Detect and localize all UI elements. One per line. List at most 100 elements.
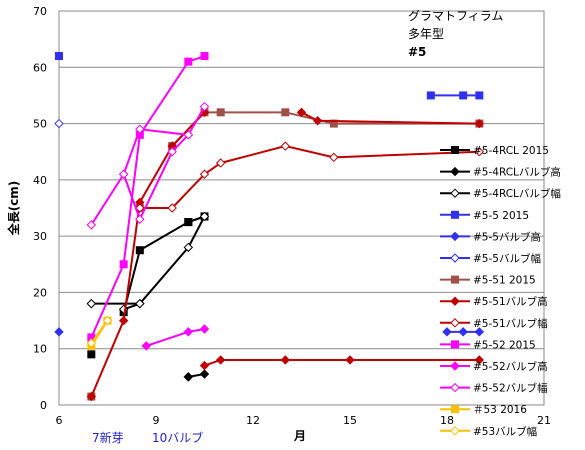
data-point xyxy=(135,214,145,224)
legend-marker xyxy=(451,340,459,349)
legend-marker xyxy=(450,361,460,371)
series-11 xyxy=(141,324,210,351)
x-tick-label: 15 xyxy=(343,414,357,427)
legend-label: #5-4RCL 2015 xyxy=(473,145,549,157)
y-tick-label: 10 xyxy=(33,343,47,356)
series-line xyxy=(90,319,109,344)
legend-label: #5-4RCLバルブ高 xyxy=(473,166,561,179)
data-point xyxy=(345,355,355,365)
y-tick-label: 60 xyxy=(33,61,47,74)
data-point xyxy=(199,360,210,371)
data-point xyxy=(135,203,145,213)
data-point xyxy=(474,118,485,129)
data-point xyxy=(54,118,64,129)
data-point xyxy=(183,372,194,382)
data-point xyxy=(119,260,128,269)
data-point xyxy=(141,341,152,351)
data-point xyxy=(281,108,290,117)
legend-label: #5-5バルブ幅 xyxy=(473,252,541,265)
footnote-new-bud: 7新芽 xyxy=(92,430,124,445)
y-axis-title: 全長(cm) xyxy=(6,181,21,237)
x-tick-label: 21 xyxy=(537,414,551,427)
legend: #5-4RCL 2015 #5-4RCLバルブ高 #5-4RCLバルブ幅 #5-5 2… xyxy=(440,145,561,438)
data-point xyxy=(54,327,64,337)
series-14 xyxy=(86,315,113,348)
data-point xyxy=(183,327,194,337)
annotation-id: #5 xyxy=(408,45,426,59)
data-point xyxy=(167,203,177,213)
legend-marker xyxy=(450,166,460,177)
data-point xyxy=(86,220,97,230)
y-tick-label: 30 xyxy=(33,230,47,243)
y-tick-label: 70 xyxy=(33,5,47,18)
data-point xyxy=(183,242,194,253)
annotation-title: グラマトフィラム xyxy=(408,9,503,23)
data-point xyxy=(199,324,210,334)
data-point xyxy=(216,108,225,117)
series-9 xyxy=(135,141,485,213)
data-point xyxy=(86,391,97,402)
y-tick-label: 0 xyxy=(40,399,47,412)
data-point xyxy=(199,369,210,379)
series-10 xyxy=(87,52,209,342)
legend-label: #5-5バルブ高 xyxy=(473,230,541,243)
data-point xyxy=(312,116,323,126)
data-point xyxy=(118,315,129,326)
y-tick-label: 50 xyxy=(33,118,47,131)
footnote-bulb: 10バルブ xyxy=(152,430,203,445)
x-tick-labels: 6 9 12 15 18 21 xyxy=(56,414,552,427)
data-point xyxy=(55,52,63,61)
legend-label: #5-52 2015 xyxy=(473,339,536,351)
data-point xyxy=(296,107,307,118)
series-12 xyxy=(86,101,210,230)
data-point xyxy=(474,327,485,337)
data-point xyxy=(135,246,144,255)
data-point xyxy=(329,152,339,163)
data-point xyxy=(135,298,145,309)
data-point xyxy=(118,169,129,179)
series-5 xyxy=(54,327,485,337)
legend-label: #5-5 2015 xyxy=(473,210,529,222)
plot-area xyxy=(58,10,545,406)
data-point xyxy=(442,327,452,337)
x-tick-label: 9 xyxy=(153,414,160,427)
legend-marker xyxy=(450,253,460,263)
data-point xyxy=(135,124,145,134)
y-tick-label: 20 xyxy=(33,286,47,299)
y-tick-labels: 0 10 20 30 40 50 60 70 xyxy=(33,5,47,412)
data-point xyxy=(199,101,210,112)
legend-label: #53バルブ幅 xyxy=(473,425,537,438)
data-point xyxy=(215,355,226,365)
legend-label: #5-51バルブ幅 xyxy=(473,317,548,330)
data-point xyxy=(474,147,485,157)
legend-label: #5-52バルブ幅 xyxy=(473,382,548,395)
x-tick-label: 18 xyxy=(440,414,454,427)
data-point xyxy=(280,355,291,365)
data-point xyxy=(459,91,468,100)
legend-marker xyxy=(451,275,459,284)
series-3 xyxy=(86,211,210,315)
legend-label: #5-51 2015 xyxy=(473,275,536,287)
legend-label: #5-51バルブ高 xyxy=(473,295,548,308)
data-point xyxy=(474,355,485,365)
legend-marker xyxy=(450,188,460,198)
data-point xyxy=(87,350,96,359)
series-2 xyxy=(183,369,210,382)
legend-marker xyxy=(450,231,460,242)
x-tick-label: 12 xyxy=(246,414,260,427)
legend-marker xyxy=(450,426,460,436)
data-point xyxy=(86,338,97,348)
series-layer xyxy=(54,52,485,402)
gridlines xyxy=(59,66,544,350)
legend-label: #5-4RCLバルブ幅 xyxy=(473,187,561,200)
data-point xyxy=(215,158,226,168)
annotation-type: 多年型 xyxy=(408,27,444,41)
legend-marker xyxy=(450,318,460,328)
legend-marker xyxy=(450,382,460,393)
data-point xyxy=(280,141,291,151)
data-point xyxy=(199,211,210,222)
series-4 xyxy=(55,52,484,100)
legend-label: ＃53 2016 xyxy=(473,404,527,416)
series-line xyxy=(90,106,206,226)
